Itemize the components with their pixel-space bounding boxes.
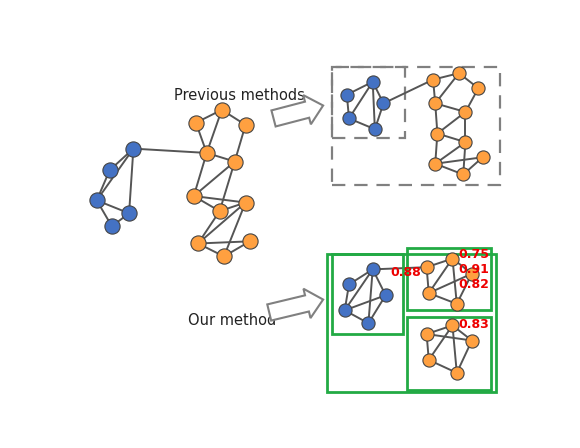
Point (433, 130, 442, 137)
Point (452, 369, 462, 376)
Point (424, 356, 433, 363)
Point (448, 255, 457, 262)
Point (345, 115, 354, 122)
Point (105, 167, 114, 174)
Point (215, 207, 224, 215)
Point (381, 292, 390, 299)
Point (424, 289, 433, 297)
Point (364, 320, 373, 327)
Polygon shape (267, 289, 323, 321)
Point (370, 125, 379, 133)
Point (422, 331, 432, 338)
Point (467, 270, 477, 277)
Point (202, 149, 211, 156)
Text: 0.82: 0.82 (458, 278, 489, 291)
Text: 0.75: 0.75 (458, 248, 489, 261)
Point (345, 281, 354, 288)
Point (461, 138, 470, 146)
Point (245, 238, 255, 245)
Point (452, 300, 462, 307)
Point (368, 78, 378, 86)
Point (368, 266, 378, 273)
Point (430, 100, 440, 107)
Text: Previous methods: Previous methods (173, 88, 304, 103)
Point (459, 171, 468, 178)
Point (241, 121, 250, 129)
Point (474, 85, 483, 92)
Text: 0.88: 0.88 (390, 266, 420, 279)
Point (107, 223, 117, 230)
Point (191, 119, 201, 126)
Point (342, 91, 351, 98)
Point (340, 307, 349, 314)
Point (189, 193, 198, 200)
Point (461, 108, 470, 116)
Polygon shape (271, 95, 323, 126)
Text: Our method: Our method (188, 313, 277, 327)
Point (230, 158, 240, 165)
Point (454, 69, 463, 77)
Point (125, 210, 134, 217)
Text: 0.91: 0.91 (458, 263, 489, 276)
Point (194, 240, 203, 247)
Point (241, 199, 250, 206)
Point (217, 106, 226, 113)
Point (379, 100, 388, 107)
Point (429, 76, 438, 83)
Point (422, 263, 432, 271)
Point (448, 322, 457, 329)
Text: 0.83: 0.83 (458, 318, 489, 331)
Point (219, 253, 229, 260)
Point (478, 154, 487, 161)
Point (92, 197, 101, 204)
Point (129, 145, 138, 152)
Point (430, 160, 440, 167)
Point (467, 337, 477, 344)
